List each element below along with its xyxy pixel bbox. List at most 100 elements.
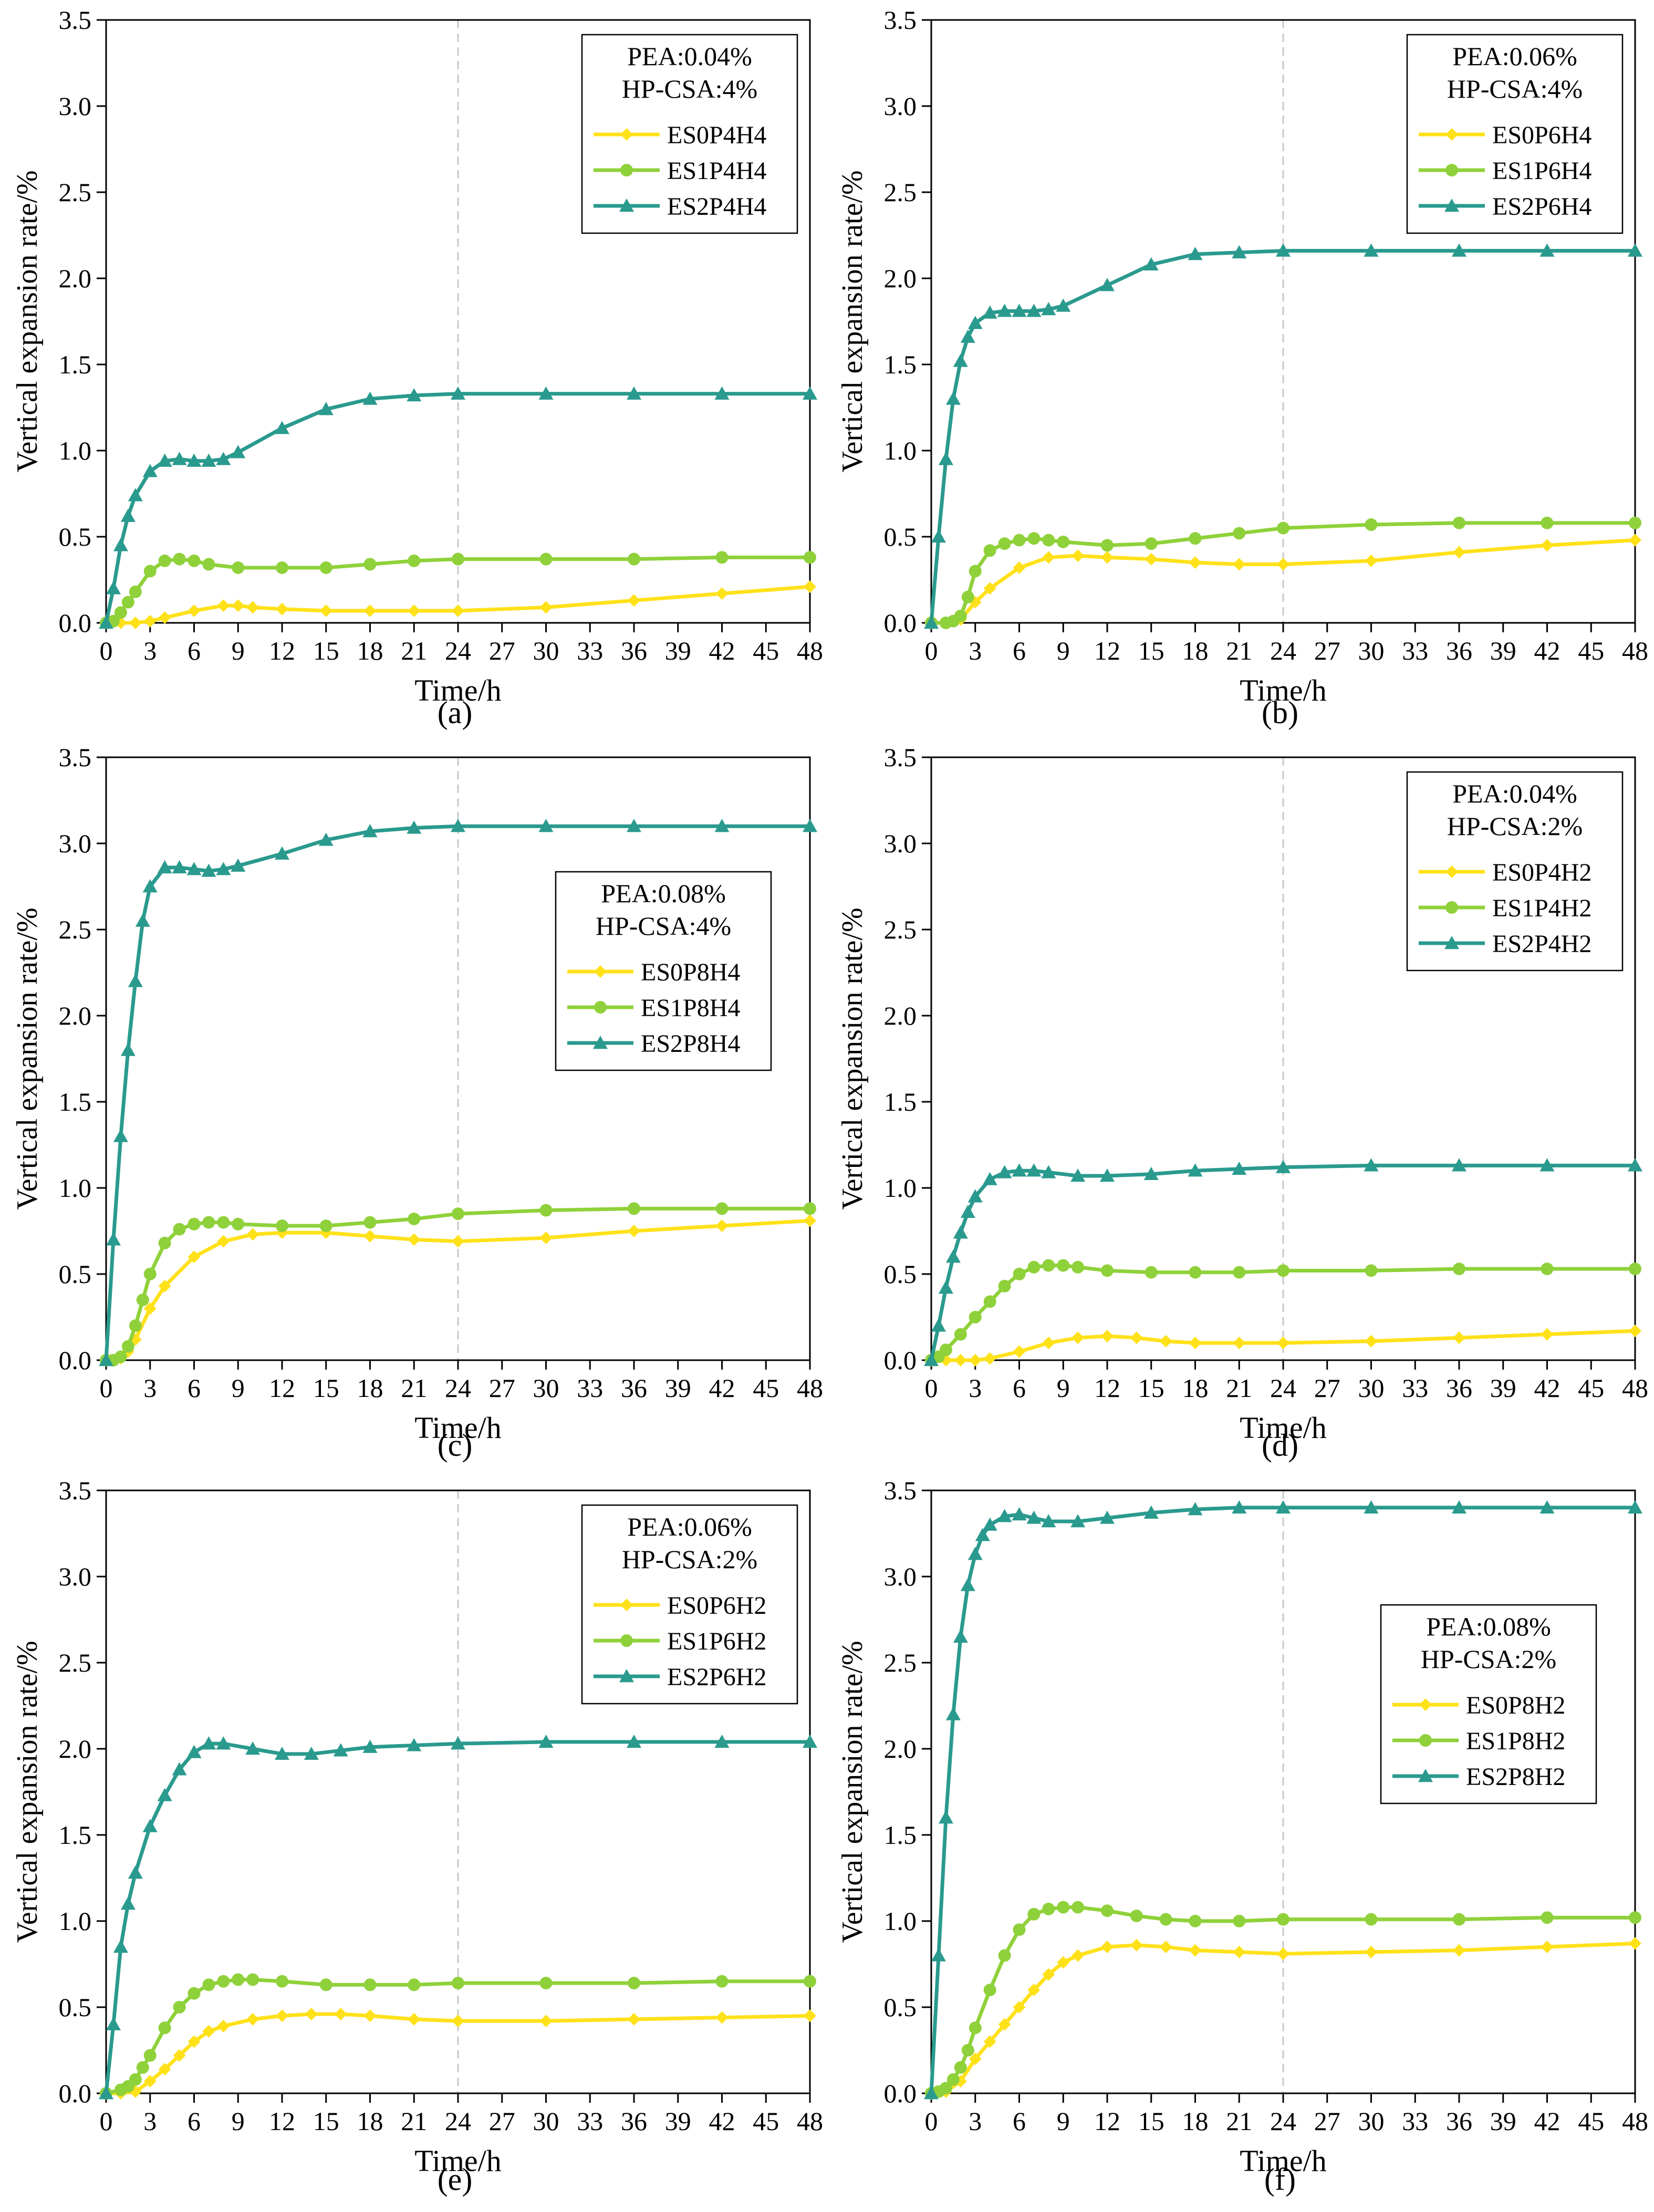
data-point-triangle xyxy=(968,1547,983,1560)
panel-caption: (d) xyxy=(1262,1428,1298,1463)
y-tick-label: 1.5 xyxy=(59,1820,92,1850)
x-tick-label: 48 xyxy=(797,636,823,665)
chart-panel-a: 0 3 6 9 12 15 18 21 24 27 30 33 36 39 42 45 480.00.51.01… xyxy=(11,5,823,707)
data-point-triangle xyxy=(216,1736,231,1750)
y-tick-label: 1.0 xyxy=(884,1173,917,1203)
data-point-circle xyxy=(539,1204,553,1217)
data-point-triangle xyxy=(538,1734,554,1748)
y-axis-title: Vertical expansion rate/% xyxy=(836,907,869,1209)
x-tick-label: 45 xyxy=(1578,2106,1604,2136)
x-axis-title: Time/h xyxy=(414,1411,501,1445)
data-point-triangle xyxy=(538,819,554,832)
data-point-circle xyxy=(217,1216,230,1229)
data-point-diamond xyxy=(1130,1331,1143,1344)
data-point-circle xyxy=(1365,1264,1378,1277)
data-point-circle xyxy=(1277,1264,1289,1277)
data-point-circle xyxy=(1013,534,1026,547)
data-point-diamond xyxy=(715,2011,729,2024)
x-tick-label: 48 xyxy=(1622,636,1648,665)
data-point-triangle xyxy=(803,819,817,832)
data-point-circle xyxy=(620,164,633,176)
legend-label: ES2P8H2 xyxy=(1466,1763,1565,1791)
data-point-diamond xyxy=(1629,1937,1641,1950)
data-point-triangle xyxy=(1364,243,1379,257)
data-point-triangle xyxy=(1628,1158,1642,1172)
data-point-diamond xyxy=(246,601,259,614)
x-tick-label: 6 xyxy=(1013,636,1026,665)
data-point-circle xyxy=(114,606,127,619)
data-point-triangle xyxy=(142,464,158,477)
data-point-diamond xyxy=(276,2009,288,2022)
chart-panel-e: 0 3 6 9 12 15 18 21 24 27 30 33 36 39 42 45 480.00.51.01… xyxy=(11,1476,823,2178)
data-point-triangle xyxy=(99,2086,113,2100)
data-point-triangle xyxy=(318,832,334,846)
data-point-circle xyxy=(319,1219,332,1233)
data-point-triangle xyxy=(1143,1166,1159,1180)
data-point-circle xyxy=(715,1975,729,1988)
data-point-diamond xyxy=(1145,552,1158,566)
data-point-circle xyxy=(983,1295,996,1308)
data-point-diamond xyxy=(1233,1946,1246,1959)
data-point-diamond xyxy=(1629,534,1641,547)
y-axis-title: Vertical expansion rate/% xyxy=(836,1641,869,1943)
x-tick-label: 30 xyxy=(1358,636,1385,665)
panel-caption: (b) xyxy=(1262,695,1298,730)
data-point-triangle xyxy=(106,2017,121,2030)
data-point-triangle xyxy=(1276,243,1291,257)
data-point-triangle xyxy=(1444,936,1459,950)
data-point-diamond xyxy=(1072,549,1085,562)
series-ES2P4H2 xyxy=(924,1158,1642,1366)
data-point-triangle xyxy=(318,402,334,415)
data-point-circle xyxy=(1057,535,1070,548)
data-point-circle xyxy=(1101,1904,1114,1917)
data-point-diamond xyxy=(1445,128,1458,141)
y-tick-label: 0.5 xyxy=(884,1259,917,1289)
data-point-triangle xyxy=(627,819,641,832)
x-tick-label: 6 xyxy=(188,636,201,665)
data-point-diamond xyxy=(1042,1968,1055,1981)
data-point-diamond xyxy=(983,1352,996,1365)
data-point-triangle xyxy=(953,1629,968,1643)
data-point-triangle xyxy=(1012,1507,1027,1521)
data-point-circle xyxy=(969,2021,982,2034)
data-point-circle xyxy=(946,2073,960,2086)
data-point-circle xyxy=(939,1343,952,1357)
legend-label: ES0P6H2 xyxy=(667,1592,766,1620)
data-point-diamond xyxy=(620,1599,633,1611)
data-point-circle xyxy=(1145,537,1158,550)
data-point-triangle xyxy=(1188,1163,1203,1177)
x-tick-label: 6 xyxy=(188,2106,201,2136)
x-tick-label: 18 xyxy=(1182,1373,1209,1403)
data-point-circle xyxy=(620,1634,633,1647)
data-point-triangle xyxy=(304,1746,319,1760)
data-point-circle xyxy=(173,552,186,566)
x-tick-label: 18 xyxy=(357,1373,383,1403)
x-tick-label: 0 xyxy=(925,1373,938,1403)
x-tick-label: 3 xyxy=(969,1373,982,1403)
legend: PEA:0.04% HP-CSA:2% ES0P4H2 ES1P4H2 ES2P4H2 xyxy=(1406,771,1624,972)
data-point-diamond xyxy=(1189,1337,1202,1350)
data-point-diamond xyxy=(628,1225,640,1237)
data-point-circle xyxy=(1042,1903,1055,1916)
data-point-triangle xyxy=(627,1734,641,1748)
data-point-circle xyxy=(1101,1264,1114,1277)
data-point-diamond xyxy=(998,2018,1011,2031)
data-point-diamond xyxy=(1629,1324,1641,1338)
x-tick-label: 48 xyxy=(1622,1373,1648,1403)
data-point-triangle xyxy=(113,538,128,551)
series-ES1P8H4 xyxy=(100,1202,816,1366)
data-point-circle xyxy=(232,1217,245,1230)
data-point-circle xyxy=(594,1001,607,1014)
data-point-triangle xyxy=(1188,247,1203,260)
y-tick-label: 3.0 xyxy=(884,91,917,121)
data-point-triangle xyxy=(128,488,143,502)
data-point-diamond xyxy=(1541,1328,1554,1341)
data-point-triangle xyxy=(201,863,216,877)
data-point-circle xyxy=(1445,164,1458,176)
series-ES1P8H2 xyxy=(925,1901,1641,2100)
data-point-triangle xyxy=(953,353,968,367)
x-tick-label: 9 xyxy=(1057,2106,1070,2136)
data-point-diamond xyxy=(539,601,553,614)
x-axis-title: Time/h xyxy=(414,2144,501,2178)
